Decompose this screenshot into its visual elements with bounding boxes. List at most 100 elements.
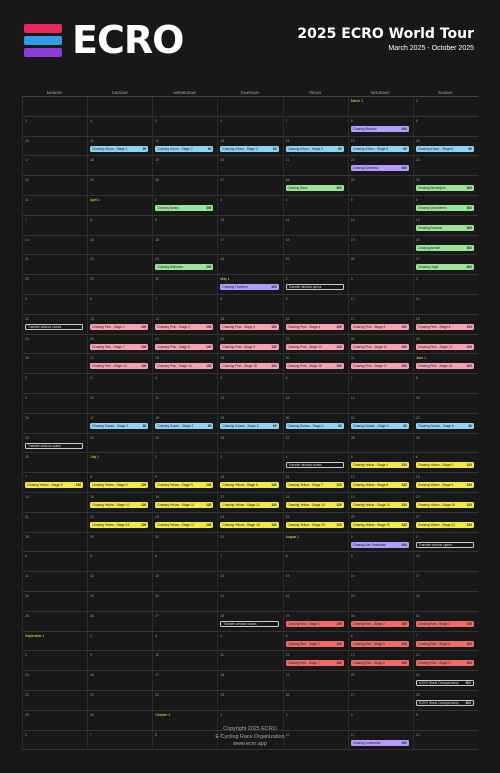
event-chip[interactable]: Chasing Yellow - Stage 1 120	[350, 462, 409, 469]
day-cell[interactable]: 9	[22, 393, 87, 413]
day-cell[interactable]: 21 Chasing Suisse - Stage 5 60	[347, 413, 413, 433]
day-cell[interactable]: September 1	[22, 631, 87, 651]
day-cell[interactable]: 30 Chasing Pink - Stage 16 100	[282, 354, 348, 374]
day-cell[interactable]: 3	[87, 374, 152, 393]
day-cell[interactable]: 5	[412, 710, 478, 730]
day-cell[interactable]: 20	[347, 671, 413, 690]
day-cell[interactable]: 9	[152, 215, 217, 235]
day-cell[interactable]: 21 ECRO World Championship 800	[412, 671, 478, 690]
event-chip[interactable]: Chasing Pink - Stage 8 100	[155, 343, 214, 350]
day-cell[interactable]: 31	[217, 532, 282, 552]
day-cell[interactable]: 22 Chasing Suisse - Stage 6 60	[412, 413, 478, 433]
day-cell[interactable]: 10	[87, 393, 152, 413]
event-chip[interactable]: Chasing Wevelgem 300	[415, 185, 474, 192]
day-cell[interactable]: 11 Chasing d'Azur - Stage 1 60	[87, 136, 152, 156]
day-cell[interactable]: 14 Chasing d'Azur - Stage 4 60	[282, 136, 348, 156]
event-chip[interactable]: Chasing Pink - Stage 13 100	[90, 363, 149, 370]
event-chip[interactable]: Chasing Yellow - Stage 2 120	[415, 462, 474, 469]
event-chip[interactable]: Chasing Pink - Stage 6 100	[415, 323, 474, 330]
day-cell[interactable]: 25	[282, 255, 348, 275]
day-cell[interactable]: 23	[347, 591, 413, 611]
day-cell[interactable]: 22	[87, 255, 152, 275]
event-chip[interactable]: Chasing Suisse - Stage 4 60	[285, 422, 344, 429]
day-cell[interactable]: 2 Chasing San Sebastian 300	[347, 532, 413, 552]
day-cell[interactable]: 12 Chasing Red - Stage 7 100	[282, 651, 348, 671]
event-chip[interactable]: Transfer window closes	[285, 462, 344, 469]
event-chip[interactable]: Chasing Yellow - Stage 8 120	[350, 482, 409, 489]
event-chip[interactable]: Chasing d'Azur - Stage 4 60	[285, 145, 344, 152]
day-cell[interactable]: 26	[87, 611, 152, 631]
day-cell[interactable]: 3	[152, 631, 217, 651]
day-cell[interactable]: 7 Chasing Red - Stage 6 100	[412, 631, 478, 651]
day-cell[interactable]: 9	[412, 116, 478, 136]
day-cell[interactable]: 4	[412, 275, 478, 294]
day-cell[interactable]: 15	[412, 393, 478, 413]
event-chip[interactable]: Chasing Red - Stage 8 100	[350, 660, 409, 667]
day-cell[interactable]: 11 Chasing Lombardia 300	[347, 730, 413, 750]
event-chip[interactable]: Chasing Pink - Stage 5 100	[350, 323, 409, 330]
day-cell[interactable]: 4	[87, 116, 152, 136]
day-cell[interactable]	[87, 97, 152, 116]
day-cell[interactable]: 28 ECRO World Championship 800	[412, 690, 478, 710]
day-cell[interactable]: 3	[22, 116, 87, 136]
day-cell[interactable]: 7	[282, 116, 348, 136]
day-cell[interactable]: 16	[87, 671, 152, 690]
event-chip[interactable]: Chasing Blanche 300	[350, 125, 409, 132]
day-cell[interactable]: 12 Transfer window closes	[22, 314, 87, 334]
day-cell[interactable]: 24	[22, 176, 87, 195]
day-cell[interactable]: 13 Chasing Pink - Stage 1 100	[87, 314, 152, 334]
day-cell[interactable]: 7	[152, 294, 217, 314]
event-chip[interactable]: Chasing Suisse - Stage 6 60	[415, 422, 474, 429]
day-cell[interactable]: 21	[282, 156, 348, 176]
day-cell[interactable]: 10	[412, 552, 478, 572]
day-cell[interactable]: 25	[152, 433, 217, 453]
day-cell[interactable]: 6	[282, 374, 348, 393]
day-cell[interactable]: 10	[282, 730, 348, 750]
day-cell[interactable]: 26	[152, 176, 217, 195]
event-chip[interactable]: Chasing Yellow - Stage 4 120	[90, 482, 149, 489]
day-cell[interactable]: 18 Chasing Suisse - Stage 2 60	[152, 413, 217, 433]
day-cell[interactable]: 4 Transfer window closes	[282, 453, 348, 473]
day-cell[interactable]	[22, 97, 87, 116]
day-cell[interactable]: 6	[217, 116, 282, 136]
day-cell[interactable]: 13 Chasing d'Azur - Stage 3 60	[217, 136, 282, 156]
event-chip[interactable]: Chasing Vlaanderen 300	[415, 204, 474, 211]
event-chip[interactable]: Chasing San Sebastian 300	[350, 541, 409, 548]
day-cell[interactable]: 6 Chasing Yellow - Stage 2 120	[412, 453, 478, 473]
day-cell[interactable]: 8 Chasing Blanche 300	[347, 116, 413, 136]
day-cell[interactable]: 17	[22, 156, 87, 176]
event-chip[interactable]: Chasing Suisse - Stage 2 60	[155, 422, 214, 429]
day-cell[interactable]: 20	[152, 591, 217, 611]
day-cell[interactable]: 16	[152, 235, 217, 255]
day-cell[interactable]: 11	[22, 572, 87, 591]
day-cell[interactable]: 16 Chasing Yellow - Stage 11 120	[152, 492, 217, 512]
event-chip[interactable]: Chasing Pink - Stage 2 100	[155, 323, 214, 330]
event-chip[interactable]: Transfer window opens	[415, 541, 474, 548]
event-chip[interactable]: Chasing Red - Stage 4 100	[285, 640, 344, 647]
event-chip[interactable]: Chasing Pink - Stage 9 100	[220, 343, 279, 350]
day-cell[interactable]: 14 Chasing Pink - Stage 2 100	[152, 314, 217, 334]
day-cell[interactable]: 23 Chasing Wallonne 300	[152, 255, 217, 275]
day-cell[interactable]: 23	[87, 690, 152, 710]
day-cell[interactable]: 7	[217, 552, 282, 572]
day-cell[interactable]: 29 Chasing Red - Stage 1 100	[282, 611, 348, 631]
day-cell[interactable]: 17	[152, 671, 217, 690]
day-cell[interactable]: 25 Chasing Yellow - Stage 19 120	[282, 512, 348, 532]
event-chip[interactable]: Chasing Red - Stage 7 100	[285, 660, 344, 667]
day-cell[interactable]: May 1 Chasing Frankfurt 300	[217, 275, 282, 294]
day-cell[interactable]: 20 Chasing Yellow - Stage 15 120	[412, 492, 478, 512]
event-chip[interactable]: Chasing Yellow - Stage 13 120	[285, 501, 344, 508]
day-cell[interactable]: 25	[217, 690, 282, 710]
day-cell[interactable]: 15	[22, 671, 87, 690]
event-chip[interactable]: Chasing Liege 300	[415, 264, 474, 271]
day-cell[interactable]: October 1	[152, 710, 217, 730]
event-chip[interactable]: Chasing Red - Stage 6 100	[415, 640, 474, 647]
day-cell[interactable]: 30	[87, 710, 152, 730]
day-cell[interactable]: 15	[282, 572, 348, 591]
day-cell[interactable]: 19 Chasing Suisse - Stage 3 60	[217, 413, 282, 433]
day-cell[interactable]: 4	[22, 552, 87, 572]
event-chip[interactable]: Chasing Frankfurt 300	[220, 284, 279, 291]
day-cell[interactable]: 24	[152, 690, 217, 710]
day-cell[interactable]: 28	[22, 532, 87, 552]
day-cell[interactable]: 25 Chasing Pink - Stage 12 100	[412, 334, 478, 354]
